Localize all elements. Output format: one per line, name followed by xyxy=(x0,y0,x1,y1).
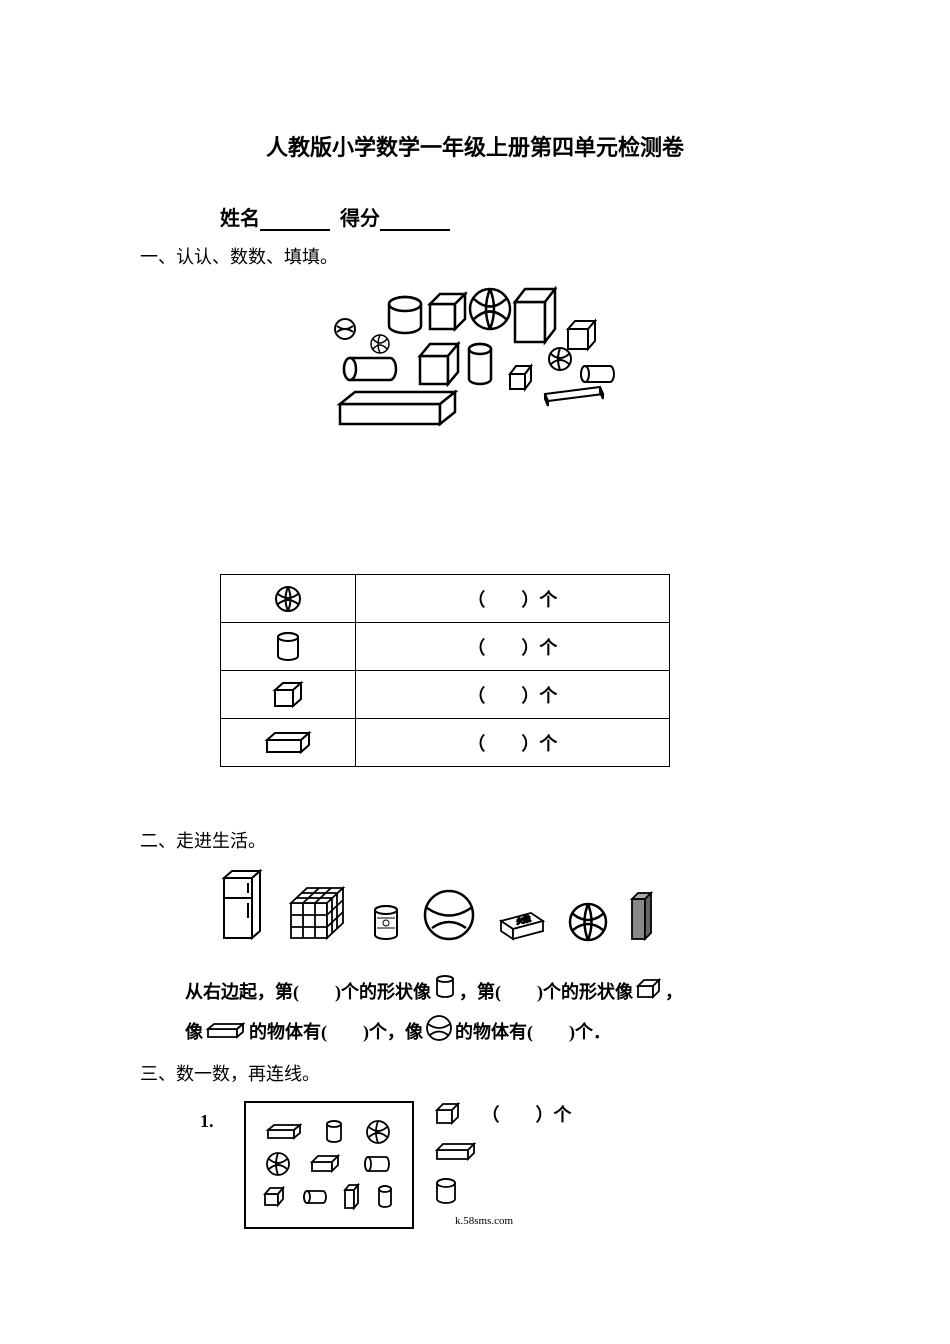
sphere-count-blank[interactable]: （ ）个 xyxy=(355,575,669,623)
volleyball-icon xyxy=(567,901,609,943)
block-icon xyxy=(629,891,655,943)
cylinder-small-icon xyxy=(376,1184,394,1210)
ball-icon xyxy=(422,888,477,943)
shapes-box xyxy=(244,1101,414,1229)
cuboid-icon xyxy=(434,1142,480,1162)
cylinder-count-blank[interactable]: （ ）个 xyxy=(355,623,669,671)
q3-right-side: （ ）个 xyxy=(434,1101,572,1220)
cylinder-inline-icon xyxy=(433,974,457,1013)
page-title: 人教版小学数学一年级上册第四单元检测卷 xyxy=(140,130,810,162)
table-row: （ ）个 xyxy=(221,575,670,623)
rubik-cube-icon xyxy=(285,883,350,943)
cuboid-small-icon xyxy=(310,1154,342,1174)
volleyball-small-icon xyxy=(265,1151,291,1177)
cube-icon-cell xyxy=(221,671,356,719)
q2-line2-b: 的物体有( )个，像 xyxy=(249,1022,423,1042)
q2-line1-a: 从右边起，第( )个的形状像 xyxy=(185,982,431,1002)
watermark: k.58sms.com xyxy=(455,1215,513,1227)
shapes-pile-illustration xyxy=(310,284,640,454)
name-score-line: 姓名 得分 xyxy=(220,202,810,231)
section-1-title: 一、认认、数数、填填。 xyxy=(140,243,810,269)
section-3: 三、数一数，再连线。 1. xyxy=(140,1060,810,1229)
sphere-inline-icon xyxy=(425,1014,453,1055)
score-label: 得分 xyxy=(340,208,380,230)
cylinder-small-icon xyxy=(324,1119,344,1145)
cube-small-icon xyxy=(263,1186,287,1208)
cylinder-lying-icon xyxy=(362,1155,392,1173)
fridge-icon xyxy=(220,868,265,943)
volleyball-small-icon xyxy=(365,1119,391,1145)
cylinder-icon xyxy=(434,1177,458,1205)
matchbox-icon: 火柴 xyxy=(497,907,547,943)
cube-count-blank[interactable]: （ ）个 xyxy=(482,1101,572,1127)
q2-line1-c: ， xyxy=(665,982,683,1002)
table-row: （ ）个 xyxy=(221,623,670,671)
cylinder-icon-cell xyxy=(221,623,356,671)
question-3-row: 1. xyxy=(200,1101,810,1229)
cuboid-tall-icon xyxy=(343,1183,361,1211)
worksheet-page: 人教版小学数学一年级上册第四单元检测卷 姓名 得分 一、认认、数数、填填。 xyxy=(0,0,950,1229)
cylinder-lying-icon xyxy=(302,1189,328,1205)
can-icon xyxy=(370,903,402,943)
table-row: （ ）个 xyxy=(221,671,670,719)
cube-count-blank[interactable]: （ ）个 xyxy=(355,671,669,719)
section-3-title: 三、数一数，再连线。 xyxy=(140,1060,810,1086)
cuboid-icon-cell xyxy=(221,719,356,767)
objects-row: 火柴 xyxy=(220,868,810,943)
cuboid-count-blank[interactable]: （ ）个 xyxy=(355,719,669,767)
cuboid-inline-icon xyxy=(205,1015,247,1053)
count-table: （ ）个 （ ）个 （ ）个 （ ）个 xyxy=(220,574,670,767)
cuboid-small-icon xyxy=(266,1123,304,1141)
q2-line1-b: ，第( )个的形状像 xyxy=(459,982,633,1002)
q2-line2-c: 的物体有( )个． xyxy=(455,1022,611,1042)
section-2: 二、走进生活。 火柴 从右边起，第( )个的形状像 ，第( )个的形状像 ， 像 的物… xyxy=(140,827,810,1055)
section-2-title: 二、走进生活。 xyxy=(140,827,810,853)
q2-line2-a: 像 xyxy=(185,1022,203,1042)
q3-number: 1. xyxy=(200,1111,214,1132)
cube-icon xyxy=(434,1102,462,1126)
name-blank[interactable] xyxy=(260,229,330,231)
name-label: 姓名 xyxy=(220,208,260,230)
score-blank[interactable] xyxy=(380,229,450,231)
table-row: （ ）个 xyxy=(221,719,670,767)
cube-inline-icon xyxy=(635,975,663,1013)
sphere-icon-cell xyxy=(221,575,356,623)
question-2-text: 从右边起，第( )个的形状像 ，第( )个的形状像 ， 像 的物体有( )个，像 的物体… xyxy=(185,973,810,1055)
